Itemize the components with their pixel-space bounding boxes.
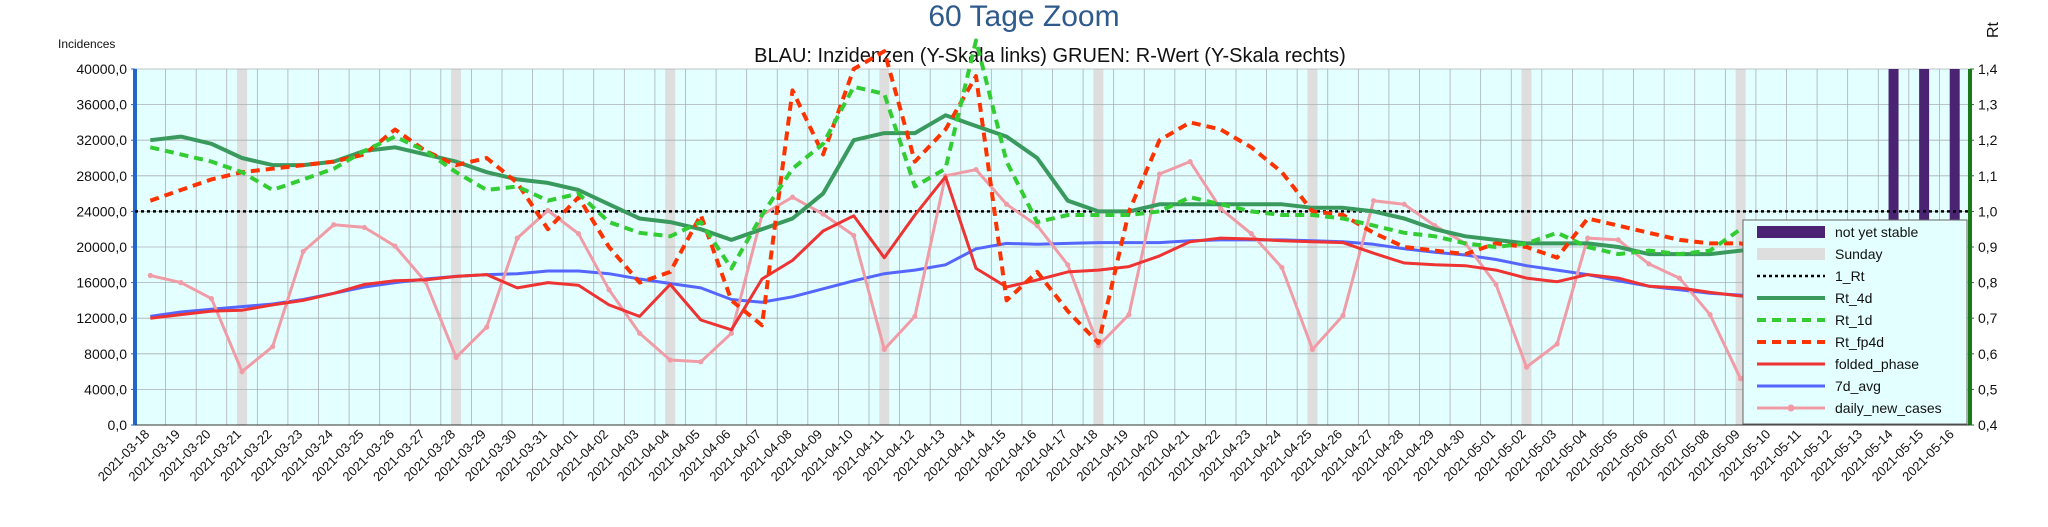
daily-new-cases-point xyxy=(698,359,704,365)
series-line-rt-fp4d xyxy=(149,49,1957,346)
legend-item-label: 7d_avg xyxy=(1835,378,1881,394)
daily-new-cases-point xyxy=(1676,275,1683,281)
y-right-tick-label: 0,9 xyxy=(1978,239,1998,255)
series-line-rt-1d xyxy=(149,38,1956,321)
y-right-tick-label: 0,4 xyxy=(1978,417,1998,433)
daily-new-cases-point xyxy=(1523,364,1530,370)
y-right-tick-label: 1,4 xyxy=(1978,61,1998,77)
right-axis-label: Rt xyxy=(1985,21,2002,38)
daily-new-cases-point xyxy=(178,280,184,286)
legend-swatch xyxy=(1757,226,1825,238)
legend-item-label: Rt_4d xyxy=(1835,290,1872,306)
daily-new-cases-point xyxy=(361,224,367,231)
y-right-tick-label: 0,8 xyxy=(1978,275,1998,291)
y-left-tick-label: 0,0 xyxy=(108,417,128,433)
daily-new-cases-point xyxy=(1187,158,1193,165)
legend-item-label: Rt_fp4d xyxy=(1835,334,1884,350)
chart-title: 60 Tage Zoom xyxy=(928,0,1119,33)
daily-new-cases-point xyxy=(1065,262,1071,268)
y-left-tick-label: 12000,0 xyxy=(76,310,127,326)
daily-new-cases-point xyxy=(1279,264,1285,271)
legend-item-label: Sunday xyxy=(1835,246,1882,262)
y-right-tick-label: 1,1 xyxy=(1978,168,1998,184)
daily-new-cases-point xyxy=(1340,312,1346,319)
series-line-rt-4d xyxy=(150,113,1956,324)
daily-new-cases-point xyxy=(789,194,796,200)
y-left-tick-label: 40000,0 xyxy=(76,61,127,77)
y-right-tick-label: 0,5 xyxy=(1978,381,1998,397)
daily-new-cases-point xyxy=(300,248,306,255)
daily-new-cases-point xyxy=(545,207,551,214)
daily-new-cases-point xyxy=(728,330,734,336)
chart-subtitle: BLAU: Inzidenzen (Y-Skala links) GRUEN: … xyxy=(754,45,1346,67)
y-left-tick-label: 4000,0 xyxy=(84,381,127,397)
daily-new-cases-point xyxy=(1034,223,1040,229)
daily-new-cases-point xyxy=(1004,201,1010,207)
daily-new-cases-point xyxy=(1646,261,1652,267)
daily-new-cases-point xyxy=(575,231,582,237)
y-left-tick-label: 28000,0 xyxy=(76,168,127,184)
daily-new-cases-point xyxy=(484,324,490,330)
y-left-tick-label: 32000,0 xyxy=(76,132,127,148)
legend-item-label: folded_phase xyxy=(1835,356,1919,372)
y-left-tick-label: 24000,0 xyxy=(76,203,127,219)
y-right-tick-label: 1,2 xyxy=(1978,132,1998,148)
daily-new-cases-point xyxy=(1738,376,1744,382)
daily-new-cases-point xyxy=(331,222,337,228)
daily-new-cases-point xyxy=(1309,346,1316,352)
daily-new-cases-point xyxy=(912,313,918,320)
y-left-tick-label: 36000,0 xyxy=(76,97,127,113)
daily-new-cases-point xyxy=(453,354,459,360)
y-left-tick-label: 20000,0 xyxy=(76,239,127,255)
daily-new-cases-point xyxy=(1156,171,1163,177)
daily-new-cases-point xyxy=(820,211,826,217)
daily-new-cases-point xyxy=(392,243,398,249)
legend-item-label: daily_new_cases xyxy=(1835,400,1942,416)
daily-new-cases-point xyxy=(208,296,215,302)
daily-new-cases-point xyxy=(1248,231,1254,237)
daily-new-cases-point xyxy=(239,369,245,375)
daily-new-cases-point xyxy=(667,357,673,363)
left-axis-label: Incidences xyxy=(58,37,115,51)
daily-new-cases-point xyxy=(270,344,276,350)
legend-item-label: Rt_1d xyxy=(1835,312,1872,328)
legend-item-label: not yet stable xyxy=(1835,224,1918,240)
series-line-daily-new-cases xyxy=(149,160,1956,395)
y-left-tick-label: 8000,0 xyxy=(84,346,127,362)
daily-new-cases-point xyxy=(147,272,153,279)
daily-new-cases-point xyxy=(1493,281,1499,287)
y-left-tick-label: 16000,0 xyxy=(76,275,127,291)
y-right-tick-label: 0,7 xyxy=(1978,310,1998,326)
y-right-tick-label: 1,3 xyxy=(1978,97,1998,113)
daily-new-cases-point xyxy=(1371,198,1377,204)
legend-swatch xyxy=(1757,248,1825,260)
daily-new-cases-point xyxy=(1585,235,1591,241)
legend-item-label: 1_Rt xyxy=(1835,268,1865,284)
daily-new-cases-point xyxy=(1554,341,1560,347)
daily-new-cases-point xyxy=(1126,312,1132,318)
daily-new-cases-point xyxy=(606,287,612,293)
y-right-tick-label: 0,6 xyxy=(1978,346,1998,362)
daily-new-cases-point xyxy=(973,166,979,173)
daily-new-cases-point xyxy=(1218,206,1224,212)
daily-new-cases-point xyxy=(881,346,887,352)
daily-new-cases-point xyxy=(1615,237,1621,243)
daily-new-cases-point xyxy=(514,235,520,241)
daily-new-cases-point xyxy=(1707,312,1713,318)
series-line-folded-phase xyxy=(150,175,1955,359)
daily-new-cases-point xyxy=(637,330,643,336)
legend-marker xyxy=(1787,404,1795,412)
daily-new-cases-point xyxy=(1401,201,1407,207)
daily-new-cases-point xyxy=(851,232,857,239)
y-right-tick-label: 1,0 xyxy=(1978,203,1998,219)
